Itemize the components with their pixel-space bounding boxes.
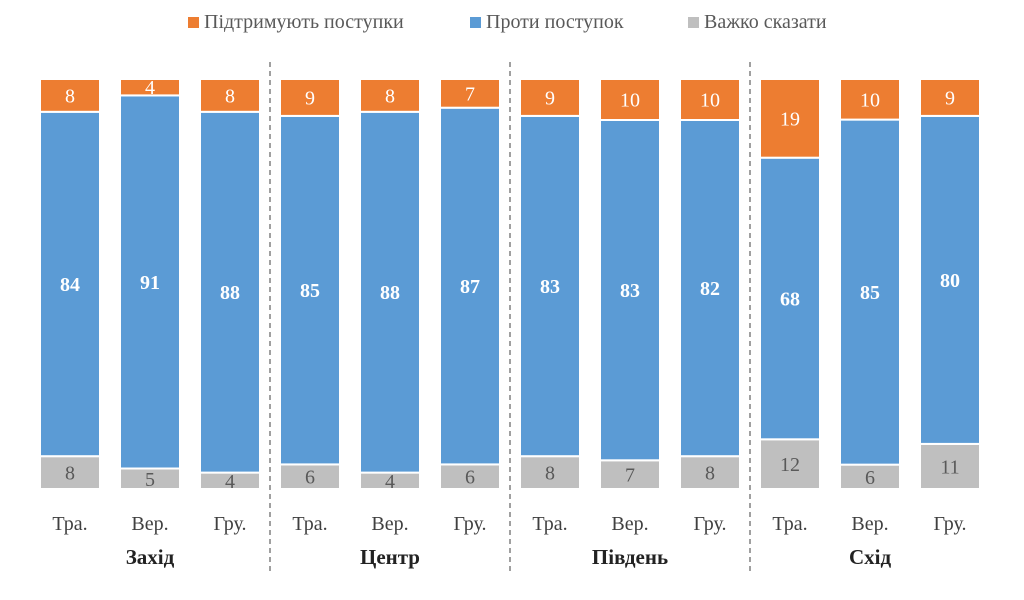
bar-segment bbox=[919, 114, 981, 445]
group-label: Південь bbox=[592, 545, 668, 569]
data-label: 80 bbox=[940, 270, 960, 292]
data-label: 7 bbox=[465, 83, 475, 105]
bar-segment bbox=[759, 438, 821, 491]
x-tick-label: Вер. bbox=[131, 513, 168, 535]
data-label: 87 bbox=[460, 276, 480, 298]
data-label: 4 bbox=[145, 77, 155, 99]
bar-segment bbox=[119, 78, 181, 97]
legend-label: Важко сказати bbox=[704, 11, 827, 33]
x-tick-label: Вер. bbox=[851, 513, 888, 535]
bar-segment bbox=[359, 78, 421, 113]
bar-segment bbox=[519, 455, 581, 491]
bar-segment bbox=[919, 442, 981, 490]
x-tick-label: Гру. bbox=[693, 513, 726, 535]
bar-segment bbox=[759, 156, 821, 441]
data-label: 68 bbox=[780, 288, 800, 310]
bar-segment bbox=[39, 110, 101, 458]
bar-segment bbox=[839, 78, 901, 121]
bar-segment bbox=[119, 94, 181, 470]
data-label: 10 bbox=[700, 90, 720, 112]
group-label: Захід bbox=[126, 545, 175, 569]
bar-segment bbox=[679, 78, 741, 121]
data-label: 8 bbox=[65, 463, 75, 485]
data-label: 11 bbox=[940, 456, 959, 478]
x-tick-label: Тра. bbox=[292, 513, 327, 535]
bar-segment bbox=[759, 78, 821, 159]
bar-segment bbox=[519, 78, 581, 117]
data-label: 85 bbox=[860, 282, 880, 304]
x-tick-label: Гру. bbox=[933, 513, 966, 535]
bar-segment bbox=[359, 110, 421, 474]
bar-segment bbox=[39, 78, 101, 113]
data-label: 84 bbox=[60, 274, 80, 296]
data-label: 12 bbox=[780, 454, 800, 476]
data-label: 83 bbox=[620, 280, 640, 302]
bar-segment bbox=[839, 118, 901, 466]
x-tick-label: Тра. bbox=[532, 513, 567, 535]
group-label: Центр bbox=[360, 545, 420, 569]
bar-segment bbox=[279, 114, 341, 466]
x-tick-label: Гру. bbox=[213, 513, 246, 535]
bar-segment bbox=[39, 455, 101, 491]
bar-segment bbox=[279, 78, 341, 117]
data-label: 6 bbox=[465, 467, 475, 489]
legend-swatch bbox=[188, 17, 199, 28]
data-label: 9 bbox=[945, 87, 955, 109]
data-label: 9 bbox=[305, 87, 315, 109]
bar-segment bbox=[519, 114, 581, 458]
data-label: 82 bbox=[700, 278, 720, 300]
data-label: 19 bbox=[780, 108, 800, 130]
data-label: 6 bbox=[865, 467, 875, 489]
data-label: 88 bbox=[220, 282, 240, 304]
bar-segment bbox=[439, 106, 501, 466]
legend-label: Проти поступок bbox=[486, 11, 624, 33]
data-label: 10 bbox=[860, 89, 880, 111]
bar-segment bbox=[439, 463, 501, 490]
data-label: 8 bbox=[545, 463, 555, 485]
data-label: 5 bbox=[145, 469, 155, 491]
x-tick-label: Вер. bbox=[611, 513, 648, 535]
data-label: 4 bbox=[385, 471, 395, 493]
bar-segment bbox=[599, 78, 661, 121]
bar-segment bbox=[679, 455, 741, 491]
x-tick-label: Вер. bbox=[371, 513, 408, 535]
group-label: Схід bbox=[849, 545, 892, 569]
data-label: 6 bbox=[305, 467, 315, 489]
data-label: 8 bbox=[705, 463, 715, 485]
data-label: 8 bbox=[385, 85, 395, 107]
data-label: 10 bbox=[620, 90, 640, 112]
bar-segment bbox=[199, 78, 261, 113]
data-label: 4 bbox=[225, 471, 235, 493]
legend-swatch bbox=[470, 17, 481, 28]
x-tick-label: Тра. bbox=[52, 513, 87, 535]
bar-segment bbox=[679, 119, 741, 458]
data-label: 91 bbox=[140, 272, 160, 294]
x-tick-label: Гру. bbox=[453, 513, 486, 535]
bar-segment bbox=[919, 78, 981, 117]
data-label: 8 bbox=[65, 85, 75, 107]
legend-swatch bbox=[688, 17, 699, 28]
data-label: 83 bbox=[540, 276, 560, 298]
legend-label: Підтримують поступки bbox=[204, 11, 404, 33]
bar-segment bbox=[439, 78, 501, 109]
bar-segment bbox=[599, 119, 661, 462]
data-label: 8 bbox=[225, 85, 235, 107]
data-label: 88 bbox=[380, 282, 400, 304]
x-tick-label: Тра. bbox=[772, 513, 807, 535]
bar-segment bbox=[599, 459, 661, 490]
data-label: 85 bbox=[300, 280, 320, 302]
data-label: 7 bbox=[625, 465, 635, 487]
data-label: 9 bbox=[545, 87, 555, 109]
